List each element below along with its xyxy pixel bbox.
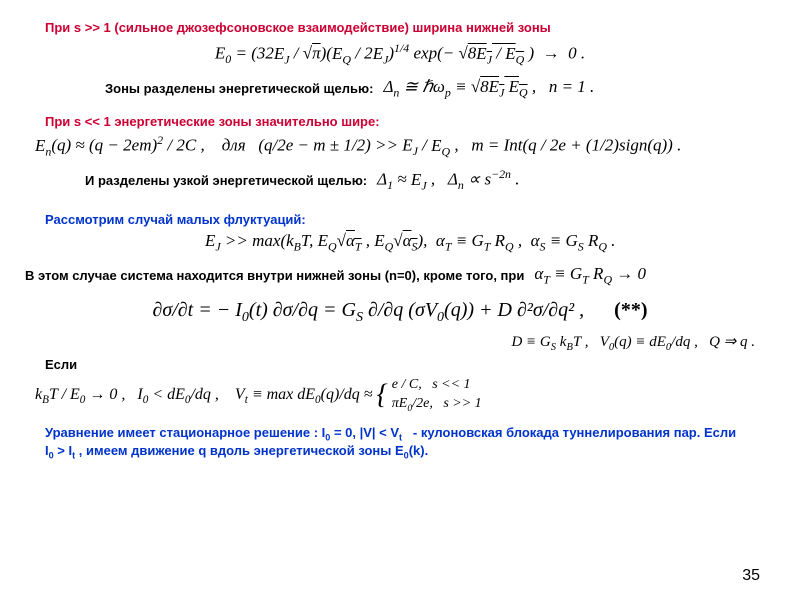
page-number: 35 [742,567,760,585]
text-conclusion-2: I0 > It , имеем движение q вдоль энергет… [45,443,775,461]
equation-delta-n: Δn ≅ ℏωp ≡ √8EJ EQ , n = 1 . [383,77,594,100]
text-inside-zone: В этом случае система находится внутри н… [25,268,524,283]
label-narrow-gap: И разделены узкой энергетической щелью: [85,173,367,188]
equation-conditions: kBT / E0 → 0 , I0 < dE0/dq , Vt ≡ max dE… [35,376,775,415]
equation-delta1: Δ1 ≈ EJ , Δn ∝ s−2n . [377,167,519,193]
equation-ej-max: EJ >> max(kBT, EQ√αT , EQ√αS), αT ≡ GT R… [205,231,775,254]
heading-strong-interaction: При s >> 1 (сильное джозефсоновское взаи… [45,20,775,35]
text-conclusion-1: Уравнение имеет стационарное решение : I… [45,425,775,443]
label-if: Если [45,357,775,372]
equation-alpha-t: αT ≡ GT RQ → 0 [534,264,646,287]
label-energy-gap: Зоны разделены энергетической щелью: [105,81,373,96]
equation-en: En(q) ≈ (q − 2em)2 / 2C , для (q/2e − m … [35,133,775,159]
equation-e0: E0 = (32EJ / √π)(EQ / 2EJ)1/4 exp(− √8EJ… [25,41,775,67]
heading-small-fluctuations: Рассмотрим случай малых флуктуаций: [45,212,775,227]
equation-main-pde: ∂σ/∂t = − I0(t) ∂σ/∂q = GS ∂/∂q (σV0(q))… [25,299,775,326]
heading-wide-zones: При s << 1 энергетические зоны значитель… [45,114,775,129]
equation-defs: D ≡ GS kBT , V0(q) ≡ dE0/dq , Q ⇒ q . [25,332,755,353]
